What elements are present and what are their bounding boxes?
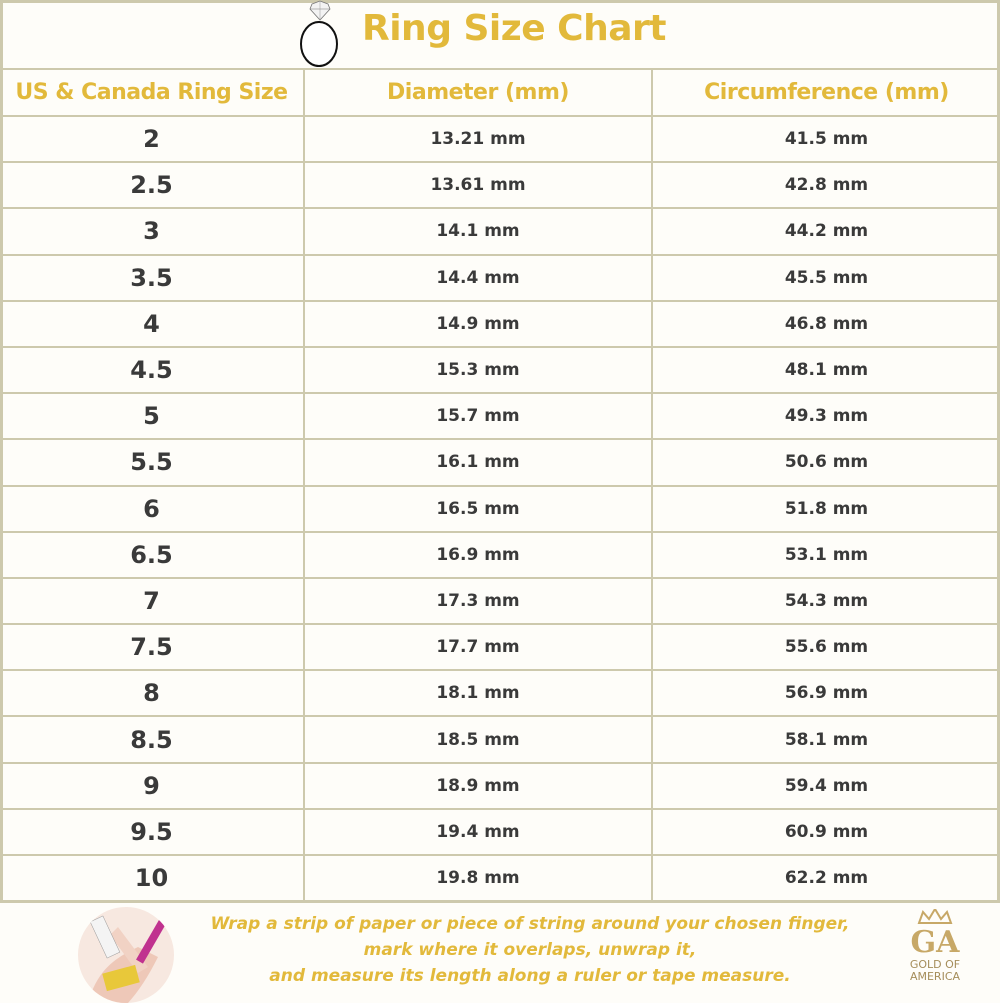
- column-header-diameter: Diameter (mm): [303, 68, 653, 117]
- table-row: 9.5 19.4 mm 60.9 mm: [0, 807, 1000, 857]
- footer: Wrap a strip of paper or piece of string…: [0, 900, 1000, 1003]
- diameter-cell: 14.9 mm: [303, 299, 653, 348]
- circumference-cell: 49.3 mm: [651, 392, 1000, 441]
- diameter-cell: 16.1 mm: [303, 438, 653, 487]
- circumference-cell: 55.6 mm: [651, 623, 1000, 672]
- circumference-cell: 58.1 mm: [651, 715, 1000, 764]
- diameter-cell: 18.1 mm: [303, 669, 653, 718]
- logo-monogram: GA: [910, 925, 960, 960]
- table-row: 4.5 15.3 mm 48.1 mm: [0, 345, 1000, 395]
- ring-size-cell: 2.5: [0, 161, 305, 210]
- ring-size-cell: 7.5: [0, 623, 305, 672]
- diameter-cell: 17.7 mm: [303, 623, 653, 672]
- table-row: 7.5 17.7 mm 55.6 mm: [0, 623, 1000, 672]
- measuring-instructions: Wrap a strip of paper or piece of string…: [190, 911, 870, 989]
- ring-size-cell: 10: [0, 853, 305, 903]
- instruction-line: and measure its length along a ruler or …: [269, 966, 791, 986]
- ring-size-cell: 4: [0, 299, 305, 348]
- diameter-cell: 16.9 mm: [303, 530, 653, 579]
- ring-size-cell: 9.5: [0, 807, 305, 857]
- diameter-cell: 14.4 mm: [303, 253, 653, 302]
- logo-name-line1: GOLD OF: [909, 958, 961, 971]
- diameter-cell: 15.7 mm: [303, 392, 653, 441]
- column-header-size: US & Canada Ring Size: [0, 68, 305, 117]
- circumference-cell: 50.6 mm: [651, 438, 1000, 487]
- ring-size-cell: 4.5: [0, 345, 305, 395]
- table-row: 3.5 14.4 mm 45.5 mm: [0, 253, 1000, 302]
- table-row: 6.5 16.9 mm 53.1 mm: [0, 530, 1000, 579]
- diameter-cell: 14.1 mm: [303, 207, 653, 256]
- diameter-cell: 18.5 mm: [303, 715, 653, 764]
- circumference-cell: 53.1 mm: [651, 530, 1000, 579]
- table-row: 4 14.9 mm 46.8 mm: [0, 299, 1000, 348]
- circumference-cell: 54.3 mm: [651, 576, 1000, 626]
- circumference-cell: 42.8 mm: [651, 161, 1000, 210]
- circumference-cell: 41.5 mm: [651, 114, 1000, 164]
- ring-size-cell: 9: [0, 761, 305, 810]
- title-row: Ring Size Chart: [0, 0, 1000, 68]
- measuring-finger-photo: [78, 907, 174, 1003]
- table-row: 5.5 16.1 mm 50.6 mm: [0, 438, 1000, 487]
- diameter-cell: 16.5 mm: [303, 484, 653, 533]
- circumference-cell: 46.8 mm: [651, 299, 1000, 348]
- diameter-cell: 17.3 mm: [303, 576, 653, 626]
- ring-size-cell: 2: [0, 114, 305, 164]
- instruction-line: mark where it overlaps, unwrap it,: [363, 940, 697, 960]
- circumference-cell: 44.2 mm: [651, 207, 1000, 256]
- ring-size-cell: 8: [0, 669, 305, 718]
- diameter-cell: 13.61 mm: [303, 161, 653, 210]
- circumference-cell: 48.1 mm: [651, 345, 1000, 395]
- crown-icon: [917, 909, 953, 924]
- circumference-cell: 45.5 mm: [651, 253, 1000, 302]
- ring-size-cell: 5.5: [0, 438, 305, 487]
- table-row: 2.5 13.61 mm 42.8 mm: [0, 161, 1000, 210]
- ring-size-cell: 3: [0, 207, 305, 256]
- instruction-line: Wrap a strip of paper or piece of string…: [210, 914, 850, 934]
- column-header-circumference: Circumference (mm): [651, 68, 1000, 117]
- logo-name-line2: AMERICA: [909, 970, 961, 983]
- ring-size-cell: 8.5: [0, 715, 305, 764]
- table-row: 6 16.5 mm 51.8 mm: [0, 484, 1000, 533]
- table-row: 8.5 18.5 mm 58.1 mm: [0, 715, 1000, 764]
- page-title: Ring Size Chart: [362, 8, 666, 49]
- table-row: 2 13.21 mm 41.5 mm: [0, 114, 1000, 164]
- table-header-row: US & Canada Ring Size Diameter (mm) Circ…: [0, 68, 1000, 117]
- diameter-cell: 19.8 mm: [303, 853, 653, 903]
- circumference-cell: 51.8 mm: [651, 484, 1000, 533]
- diameter-cell: 13.21 mm: [303, 114, 653, 164]
- ring-size-cell: 6.5: [0, 530, 305, 579]
- gold-of-america-logo: GA GOLD OF AMERICA: [892, 907, 978, 999]
- diameter-cell: 15.3 mm: [303, 345, 653, 395]
- table-row: 9 18.9 mm 59.4 mm: [0, 761, 1000, 810]
- diameter-cell: 19.4 mm: [303, 807, 653, 857]
- circumference-cell: 59.4 mm: [651, 761, 1000, 810]
- diameter-cell: 18.9 mm: [303, 761, 653, 810]
- ring-size-cell: 6: [0, 484, 305, 533]
- table-row: 8 18.1 mm 56.9 mm: [0, 669, 1000, 718]
- ring-size-cell: 7: [0, 576, 305, 626]
- table-row: 5 15.7 mm 49.3 mm: [0, 392, 1000, 441]
- circumference-cell: 60.9 mm: [651, 807, 1000, 857]
- ring-with-diamond-icon: [300, 0, 338, 67]
- ring-size-cell: 3.5: [0, 253, 305, 302]
- circumference-cell: 56.9 mm: [651, 669, 1000, 718]
- ring-size-table: US & Canada Ring Size Diameter (mm) Circ…: [0, 68, 1000, 903]
- table-row: 7 17.3 mm 54.3 mm: [0, 576, 1000, 626]
- ring-size-cell: 5: [0, 392, 305, 441]
- circumference-cell: 62.2 mm: [651, 853, 1000, 903]
- table-row: 3 14.1 mm 44.2 mm: [0, 207, 1000, 256]
- table-row: 10 19.8 mm 62.2 mm: [0, 853, 1000, 903]
